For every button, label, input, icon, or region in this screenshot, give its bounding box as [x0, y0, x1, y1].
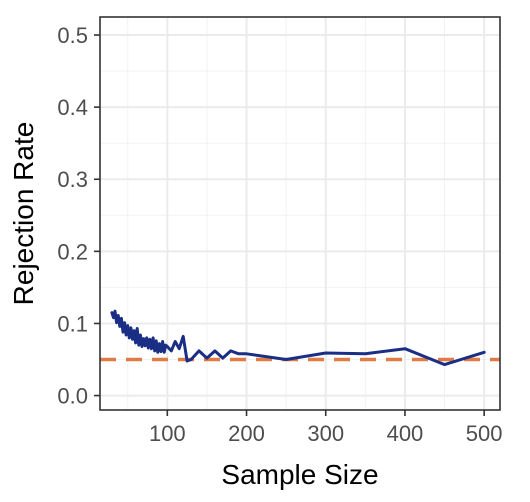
x-tick-label: 400	[387, 421, 424, 446]
y-tick-label: 0.0	[57, 384, 88, 409]
y-tick-label: 0.5	[57, 23, 88, 48]
x-tick-label: 200	[228, 421, 265, 446]
y-axis: 0.0 0.1 0.2 0.3 0.4 0.5	[57, 23, 100, 409]
x-tick-label: 300	[307, 421, 344, 446]
y-tick-label: 0.4	[57, 95, 88, 120]
y-axis-title: Rejection Rate	[8, 122, 39, 306]
x-tick-label: 500	[466, 421, 503, 446]
grid-lines	[100, 17, 500, 410]
x-axis-title: Sample Size	[221, 459, 378, 490]
y-tick-label: 0.1	[57, 311, 88, 336]
series-line	[110, 309, 486, 367]
x-axis: 100 200 300 400 500	[149, 410, 503, 446]
y-tick-label: 0.2	[57, 239, 88, 264]
x-tick-label: 100	[149, 421, 186, 446]
y-tick-label: 0.3	[57, 167, 88, 192]
plot-panel-border	[99, 16, 501, 411]
